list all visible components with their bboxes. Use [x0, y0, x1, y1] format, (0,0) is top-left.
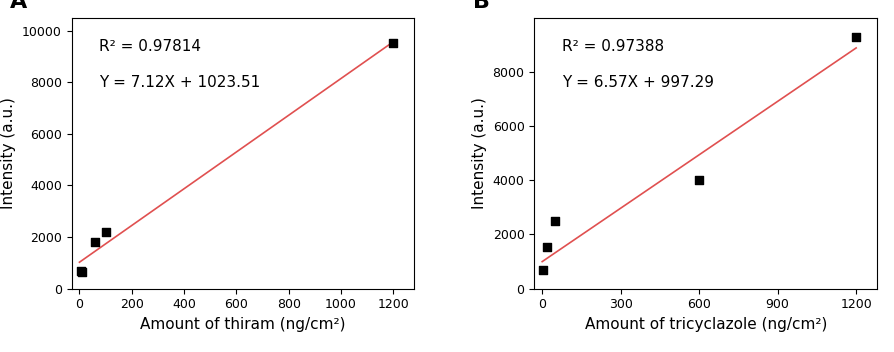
Text: R² = 0.97388: R² = 0.97388 — [561, 39, 663, 54]
X-axis label: Amount of tricyclazole (ng/cm²): Amount of tricyclazole (ng/cm²) — [584, 317, 826, 332]
Text: R² = 0.97814: R² = 0.97814 — [99, 39, 201, 54]
Text: A: A — [10, 0, 27, 12]
Point — [98, 229, 113, 235]
Text: Y = 7.12X + 1023.51: Y = 7.12X + 1023.51 — [99, 75, 260, 89]
Point — [536, 267, 550, 272]
Point — [547, 218, 561, 224]
Point — [540, 244, 554, 250]
X-axis label: Amount of thiram (ng/cm²): Amount of thiram (ng/cm²) — [140, 317, 345, 332]
Text: Y = 6.57X + 997.29: Y = 6.57X + 997.29 — [561, 75, 713, 89]
Point — [848, 34, 863, 39]
Point — [88, 239, 102, 245]
Point — [691, 177, 705, 183]
Point — [75, 269, 89, 275]
Y-axis label: Intensity (a.u.): Intensity (a.u.) — [471, 97, 486, 209]
Y-axis label: Intensity (a.u.): Intensity (a.u.) — [2, 97, 16, 209]
Point — [73, 268, 88, 274]
Text: B: B — [472, 0, 489, 12]
Point — [386, 40, 401, 46]
